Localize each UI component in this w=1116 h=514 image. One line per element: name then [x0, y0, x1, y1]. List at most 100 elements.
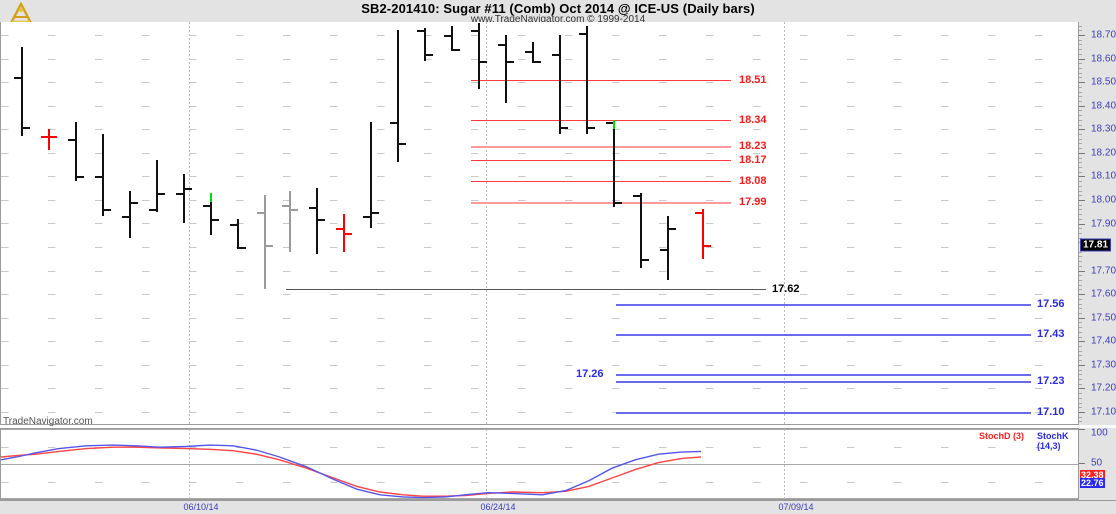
axis-tick-label: 17.90: [1091, 218, 1116, 229]
axis-minor-tick: [1079, 261, 1082, 262]
axis-minor-tick: [1079, 30, 1082, 31]
horizontal-gridline: [1, 35, 1078, 36]
axis-minor-tick: [1079, 374, 1082, 375]
axis-minor-tick: [1079, 167, 1082, 168]
bar-close-tick: [212, 218, 219, 221]
bar-close-tick: [104, 209, 111, 212]
axis-minor-tick: [1079, 256, 1082, 257]
bar-open-tick: [122, 216, 129, 219]
axis-tick: [1079, 35, 1085, 36]
price-chart-pane[interactable]: 17.62 17.56 17.43 17.26 17.23 17.10 18.51 18.34…: [0, 22, 1078, 425]
support-line-blue[interactable]: [616, 381, 1031, 383]
axis-minor-tick: [1079, 384, 1082, 385]
axis-minor-tick: [1079, 205, 1082, 206]
price-axis[interactable]: 18.70 18.60 18.50 18.40 18.30 18.20 18.10 18.00…: [1078, 22, 1116, 425]
axis-minor-tick: [1079, 360, 1082, 361]
axis-minor-tick: [1079, 44, 1082, 45]
bar-open-tick: [660, 249, 667, 252]
bar-open-tick: [525, 51, 532, 54]
support-label-blue: 17.26: [576, 368, 604, 381]
axis-minor-tick: [1079, 393, 1082, 394]
axis-tick: [1079, 59, 1085, 60]
axis-minor-tick: [1079, 49, 1082, 50]
axis-minor-tick: [1079, 54, 1082, 55]
axis-tick: [1079, 271, 1085, 272]
stochastic-value-stochk: 22.76: [1080, 478, 1105, 489]
horizontal-gridline: [1, 59, 1078, 60]
resistance-label-red: 18.51: [739, 73, 767, 86]
bar-close-tick: [704, 244, 711, 247]
axis-minor-tick: [1079, 120, 1082, 121]
axis-minor-tick: [1079, 63, 1082, 64]
axis-tick-label: 18.30: [1091, 123, 1116, 135]
support-line-blue[interactable]: [616, 334, 1031, 336]
resistance-label-red: 18.17: [739, 153, 767, 166]
resistance-line-red[interactable]: [471, 120, 731, 121]
axis-tick-label: 18.20: [1091, 147, 1116, 159]
axis-minor-tick: [1079, 87, 1082, 88]
bar-close-tick: [453, 49, 460, 52]
bar-range-stem: [129, 190, 131, 238]
axis-minor-tick: [1079, 304, 1082, 305]
bar-close-tick: [480, 60, 487, 63]
axis-tick-label: 18.40: [1091, 100, 1116, 112]
bar-close-tick: [615, 202, 622, 205]
bar-green-tip: [210, 192, 212, 202]
axis-minor-tick: [1079, 209, 1082, 210]
axis-minor-tick: [1079, 110, 1082, 111]
horizontal-gridline: [1, 318, 1078, 319]
resistance-line-red[interactable]: [471, 80, 731, 81]
support-line-blue[interactable]: [616, 304, 1031, 306]
resistance-line-red[interactable]: [471, 160, 731, 161]
bar-close-tick: [345, 232, 352, 235]
axis-tick-label: 18.60: [1091, 53, 1116, 65]
bar-open-tick: [471, 30, 478, 33]
bar-open-tick: [41, 136, 48, 139]
bar-open-tick: [282, 204, 289, 207]
support-line-blue[interactable]: [616, 412, 1031, 414]
bar-open-tick: [309, 207, 316, 209]
resistance-line-red[interactable]: [471, 146, 731, 148]
axis-tick-label: 17.50: [1091, 312, 1116, 324]
resistance-line-red[interactable]: [471, 202, 731, 204]
support-label-blue: 17.43: [1037, 328, 1065, 341]
bar-open-tick: [552, 53, 559, 56]
stochastic-axis[interactable]: 100 50 32.38 22.76: [1078, 428, 1116, 500]
date-axis-label: 06/24/14: [480, 502, 516, 512]
axis-minor-tick: [1079, 143, 1082, 144]
date-axis-label: 06/10/14: [183, 502, 219, 512]
bar-range-stem: [505, 34, 507, 104]
bar-open-tick: [203, 204, 210, 207]
stochastic-axis-tick: [1079, 429, 1085, 430]
axis-minor-tick: [1079, 228, 1082, 229]
axis-minor-tick: [1079, 214, 1082, 215]
stochastic-curves: [1, 444, 702, 499]
stochastic-pane[interactable]: StochD (3) StochK (14,3): [0, 428, 1078, 500]
support-line-blue[interactable]: [616, 374, 1031, 376]
resistance-line-red[interactable]: [471, 181, 731, 182]
axis-minor-tick: [1079, 73, 1082, 74]
bar-range-stem: [370, 122, 372, 229]
bar-close-tick: [266, 244, 273, 247]
bar-range-stem: [210, 192, 212, 236]
bar-open-tick: [444, 34, 451, 37]
axis-minor-tick: [1079, 96, 1082, 97]
bar-close-tick: [23, 126, 30, 129]
axis-tick: [1079, 82, 1085, 83]
bar-close-tick: [50, 136, 57, 139]
bar-close-tick: [669, 228, 676, 231]
horizontal-gridline: [1, 341, 1078, 342]
horizontal-gridline: [1, 176, 1078, 177]
axis-minor-tick: [1079, 403, 1082, 404]
bar-range-stem: [156, 159, 158, 212]
axis-minor-tick: [1079, 26, 1082, 27]
bar-range-stem: [102, 133, 104, 217]
axis-minor-tick: [1079, 308, 1082, 309]
price-level-line-black[interactable]: [286, 289, 766, 290]
date-axis: [0, 500, 1116, 514]
axis-minor-tick: [1079, 299, 1082, 300]
horizontal-gridline: [1, 223, 1078, 224]
watermark: TradeNavigator.com: [3, 416, 93, 427]
axis-tick: [1079, 176, 1085, 177]
